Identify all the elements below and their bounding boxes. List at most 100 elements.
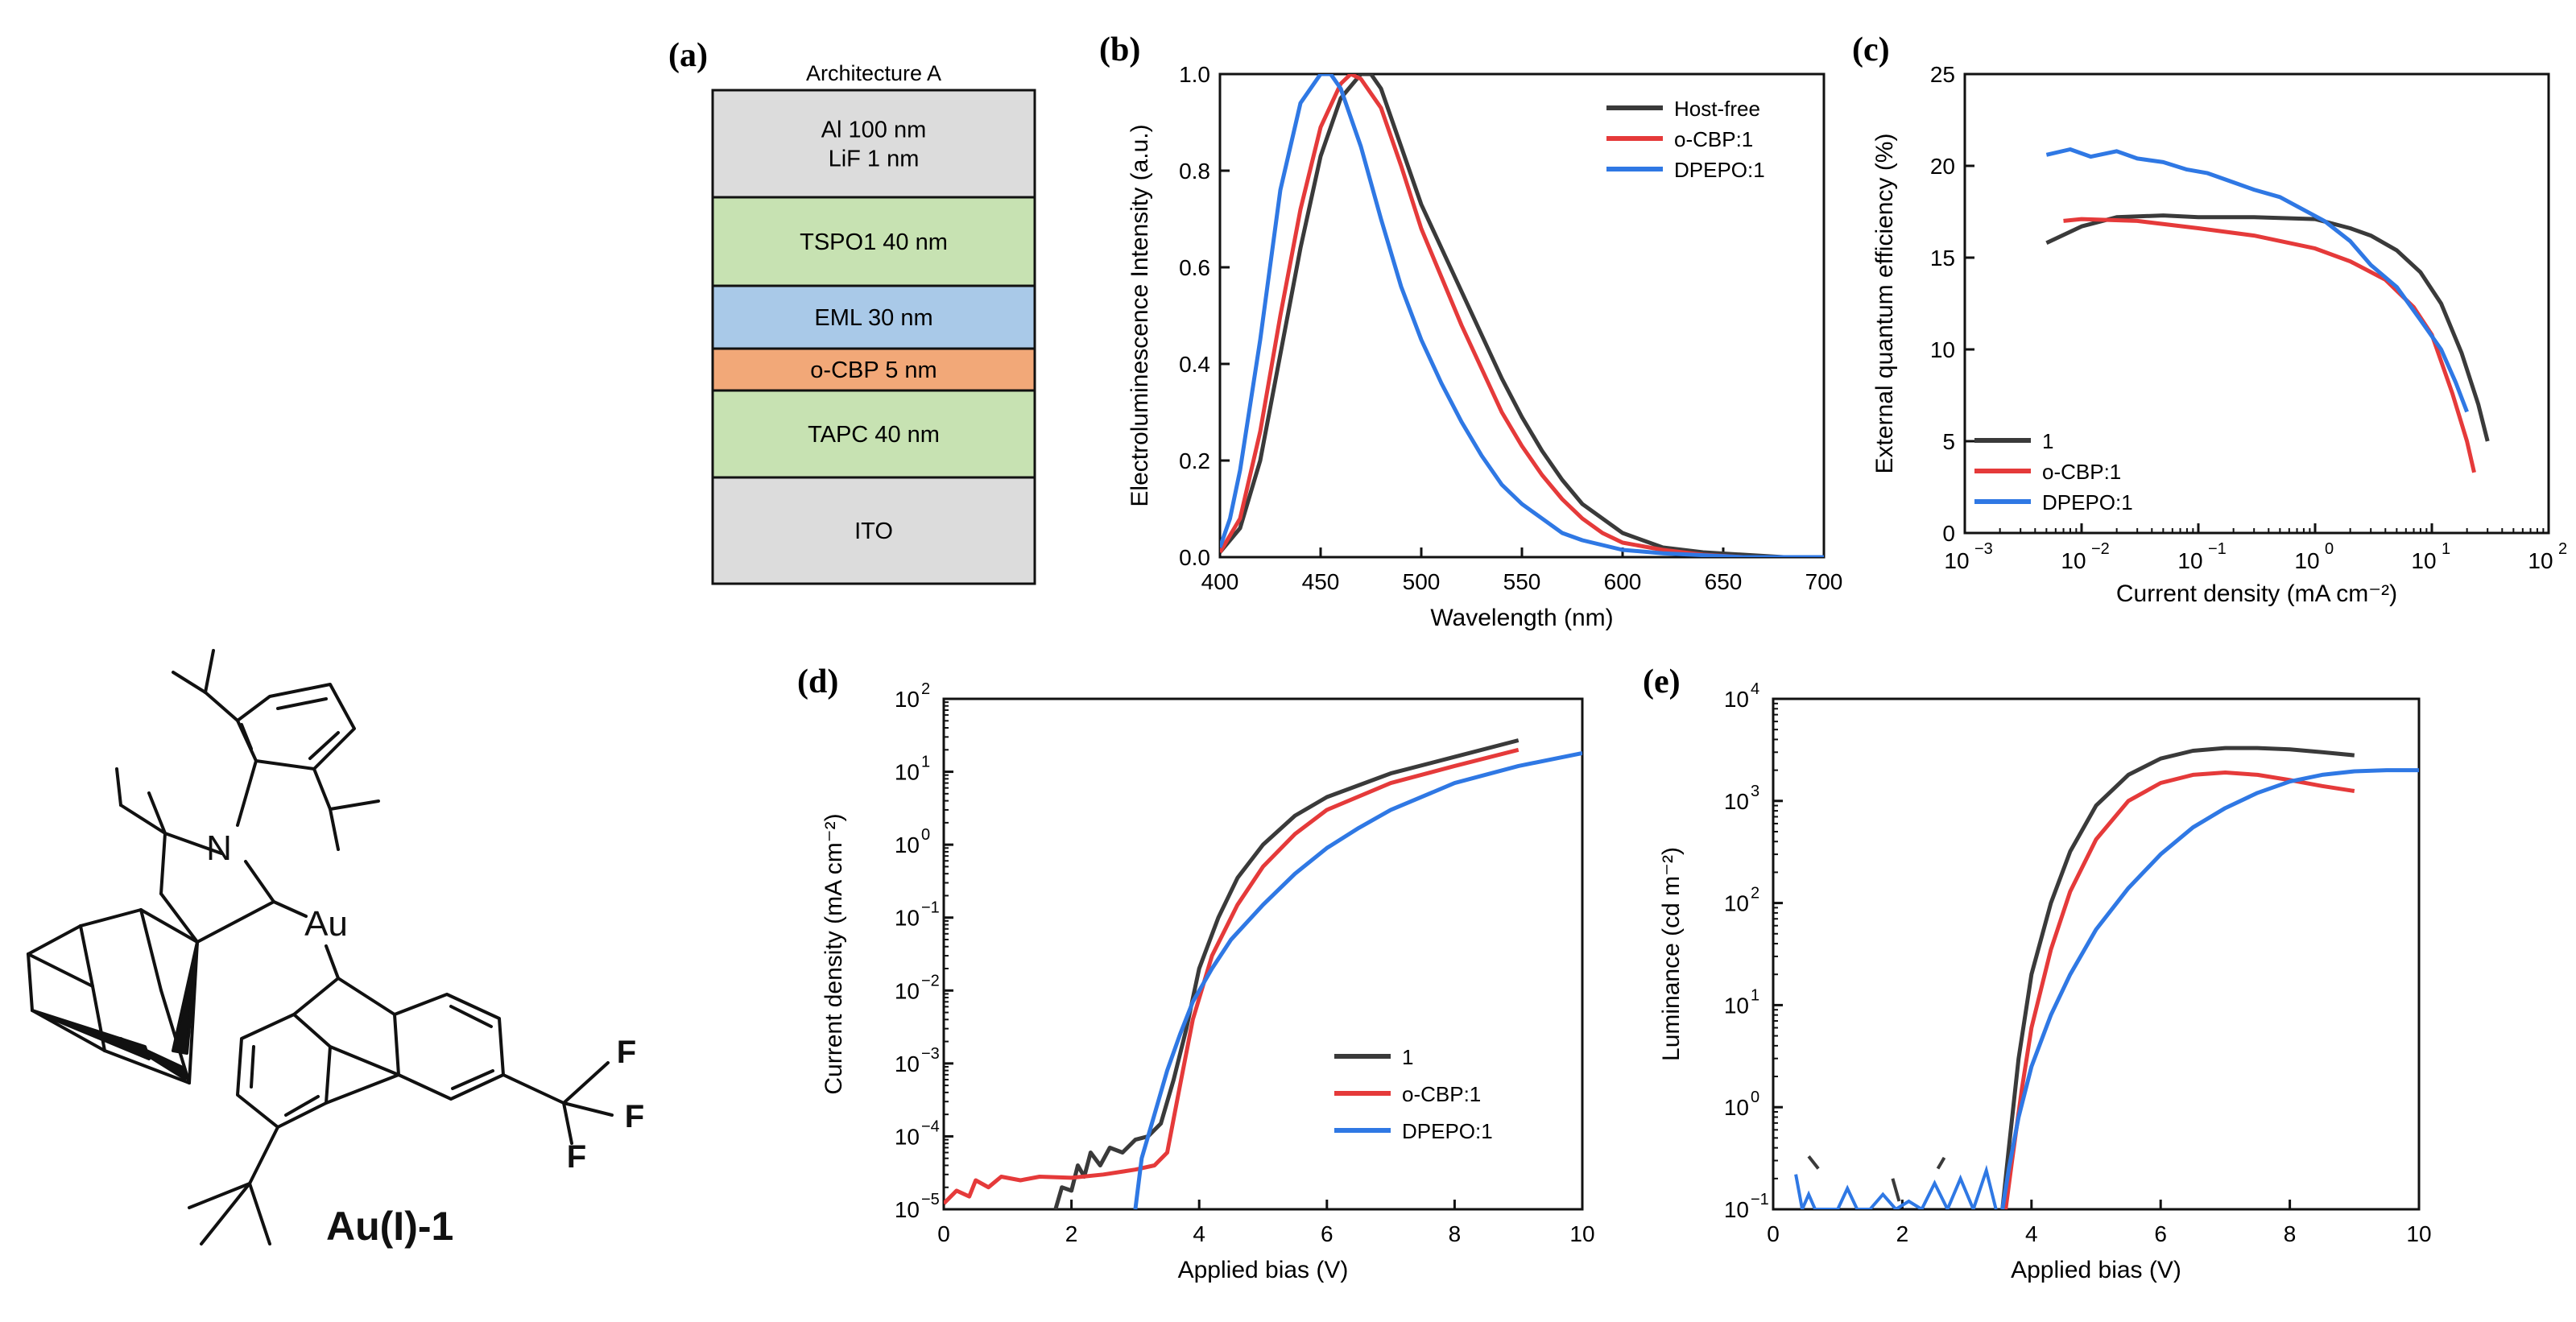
panel-e-series-1 <box>2003 770 2355 1209</box>
panel-d-xtick-label-3: 6 <box>1321 1221 1333 1246</box>
panel-b-xtick-label-6: 700 <box>1805 569 1843 594</box>
panel-c-ylabel: External quantum efficiency (%) <box>1871 134 1898 474</box>
panel-c-ytick-label-4: 20 <box>1930 154 1955 179</box>
nitrogen-atom-label: N <box>206 828 232 868</box>
panel-e-ytick-label-1: 10 <box>1724 1095 1749 1120</box>
panel-c-xtick-exp-2: −1 <box>2208 540 2227 558</box>
aryl-ring <box>236 683 356 770</box>
panel-b-xlabel: Wavelength (nm) <box>1430 605 1613 631</box>
panel-e-noise-0 <box>1794 1164 1998 1209</box>
panel-b-series-1 <box>1220 74 1824 557</box>
panel-e-series-0 <box>2000 746 2355 1209</box>
panel-e-xtick-label-3: 6 <box>2154 1221 2167 1246</box>
layer-5 <box>711 476 1036 585</box>
panel-c-label: (c) <box>1852 31 1890 68</box>
layer-0 <box>711 89 1036 199</box>
panel-c-ytick-label-1: 5 <box>1942 429 1955 454</box>
panel-b-legend-label-2: DPEPO:1 <box>1674 158 1765 182</box>
panel-c-ytick-label-2: 10 <box>1930 337 1955 362</box>
panel-b-label: (b) <box>1099 31 1140 68</box>
panel-c-xtick-label-5: 10 <box>2528 548 2553 573</box>
layer-2 <box>711 284 1036 350</box>
layer-label-2-0: EML 30 nm <box>814 305 932 331</box>
panel-b-legend-label-0: Host-free <box>1674 97 1760 121</box>
panel-b-series-0 <box>1220 74 1824 557</box>
panel-d-legend-label-0: 1 <box>1402 1045 1413 1069</box>
panel-c-xlabel: Current density (mA cm⁻²) <box>2116 580 2397 607</box>
panel-d-ytick-exp-4: −1 <box>921 899 940 917</box>
panel-b-xtick-label-3: 550 <box>1503 569 1541 594</box>
panel-e-series-2 <box>2000 768 2419 1209</box>
panel-d-ytick-exp-2: −3 <box>921 1045 940 1063</box>
panel-c-series-2 <box>2045 147 2469 413</box>
panel-d-ytick-exp-3: −2 <box>921 972 940 989</box>
panel-d-ytick-label-3: 10 <box>895 978 920 1003</box>
panel-d-series-2 <box>1133 751 1582 1209</box>
fluorenyl-right-ring <box>393 993 505 1101</box>
panel-b-xtick-label-0: 400 <box>1201 569 1239 594</box>
panel-c-xtick-exp-5: 2 <box>2558 540 2567 558</box>
panel-e-noise-2 <box>1891 1178 1901 1202</box>
panel-d-xtick-label-5: 10 <box>1569 1221 1594 1246</box>
panel-b-series-2 <box>1220 74 1824 557</box>
panel-e-frame <box>1772 697 2421 1211</box>
panel-b-ytick-label-2: 0.4 <box>1179 352 1210 377</box>
layer-3 <box>711 347 1036 392</box>
layer-label-3-0: o-CBP 5 nm <box>810 357 937 383</box>
panel-d-label: (d) <box>797 663 838 700</box>
panel-b-xtick-label-5: 650 <box>1705 569 1743 594</box>
panel-e-xtick-label-1: 2 <box>1896 1221 1909 1246</box>
panel-c-eqe-chart: (c)10 −3 10 −2 10 −1 10 0 10 1 10 20510152025Curren… <box>1852 31 2567 607</box>
fluorine-atom-label-1: F <box>617 1035 636 1070</box>
panel-c-ytick-label-5: 25 <box>1930 62 1955 87</box>
panel-d-legend-label-1: o-CBP:1 <box>1402 1082 1481 1106</box>
panel-e-ytick-label-3: 10 <box>1724 891 1749 916</box>
panel-d-xtick-label-2: 4 <box>1193 1221 1205 1246</box>
fluorine-atom-label-3: F <box>567 1139 586 1175</box>
panel-c-xtick-exp-0: −3 <box>1974 540 1993 558</box>
panel-c-xtick-exp-3: 0 <box>2325 540 2334 558</box>
fluorine-atom-label-2: F <box>625 1099 644 1134</box>
molecule-caption: Au(I)-1 <box>326 1204 453 1249</box>
panel-e-label: (e) <box>1643 663 1681 700</box>
panel-c-xtick-label-4: 10 <box>2411 548 2436 573</box>
panel-d-xtick-label-0: 0 <box>937 1221 950 1246</box>
panel-e-xtick-label-5: 10 <box>2406 1221 2431 1246</box>
layer-4 <box>711 389 1036 479</box>
panel-e-ylabel: Luminance (cd m⁻²) <box>1658 847 1685 1061</box>
panel-c-ytick-label-3: 15 <box>1930 246 1955 271</box>
layer-label-1-0: TSPO1 40 nm <box>800 229 948 255</box>
panel-d-ytick-label-0: 10 <box>895 1197 920 1222</box>
panel-e-xtick-label-4: 8 <box>2284 1221 2297 1246</box>
architecture-title: Architecture A <box>806 61 941 85</box>
panel-e-ytick-label-2: 10 <box>1724 993 1749 1018</box>
panel-d-ytick-exp-1: −4 <box>921 1118 940 1135</box>
panel-c-series-1 <box>2063 217 2476 473</box>
panel-e-noise-3 <box>1936 1156 1946 1170</box>
panel-d-xlabel: Applied bias (V) <box>1178 1257 1349 1283</box>
panel-d-series-1 <box>944 747 1520 1205</box>
panel-d-ytick-label-7: 10 <box>895 687 920 712</box>
panel-d-ytick-exp-6: 1 <box>921 754 930 771</box>
panel-b-ytick-label-1: 0.2 <box>1179 448 1210 473</box>
panel-b-xtick-label-2: 500 <box>1403 569 1441 594</box>
panel-d-ytick-label-4: 10 <box>895 906 920 931</box>
panel-c-legend-label-2: DPEPO:1 <box>2042 490 2133 514</box>
panel-c-xtick-label-1: 10 <box>2061 548 2086 573</box>
panel-c-series-0 <box>2045 213 2490 442</box>
panel-b-ytick-label-4: 0.8 <box>1179 159 1210 184</box>
panel-d-ytick-label-1: 10 <box>895 1124 920 1149</box>
panel-c-xtick-exp-4: 1 <box>2442 540 2450 558</box>
panel-e-noise-1 <box>1807 1155 1820 1170</box>
layer-label-0-1: LiF 1 nm <box>829 147 920 172</box>
panel-d-ytick-exp-5: 0 <box>921 826 930 844</box>
panel-d-frame <box>942 697 1584 1211</box>
panel-c-frame <box>1963 72 2550 535</box>
panel-e-ytick-exp-2: 1 <box>1751 986 1759 1004</box>
panel-d-ylabel: Current density (mA cm⁻²) <box>821 813 847 1094</box>
panel-e-ytick-exp-4: 3 <box>1751 783 1759 800</box>
panel-c-xtick-label-0: 10 <box>1944 548 1969 573</box>
panel-d-series-0 <box>1053 738 1520 1209</box>
